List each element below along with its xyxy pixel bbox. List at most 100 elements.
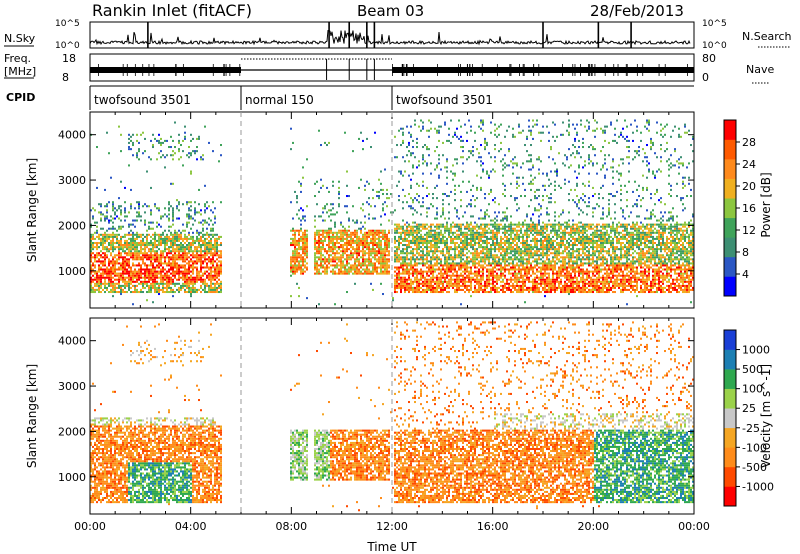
- heatmap-cell: [382, 248, 384, 251]
- heatmap-cell: [366, 266, 368, 269]
- heatmap-cell: [212, 262, 214, 265]
- heatmap-cell: [174, 264, 176, 267]
- heatmap-cell: [416, 231, 418, 234]
- heatmap-cell: [314, 237, 316, 240]
- heatmap-cell: [522, 182, 524, 185]
- heatmap-cell: [124, 260, 126, 263]
- heatmap-cell: [110, 291, 112, 294]
- heatmap-cell: [362, 252, 364, 255]
- heatmap-cell: [298, 286, 300, 289]
- heatmap-cell: [118, 227, 120, 230]
- heatmap-cell: [100, 282, 102, 285]
- heatmap-cell: [462, 274, 464, 277]
- heatmap-cell: [414, 276, 416, 279]
- heatmap-cell: [94, 254, 96, 257]
- heatmap-cell: [192, 288, 194, 291]
- heatmap-cell: [298, 242, 300, 245]
- heatmap-cell: [408, 270, 410, 273]
- heatmap-cell: [422, 239, 424, 242]
- heatmap-cell: [506, 225, 508, 228]
- heatmap-cell: [470, 239, 472, 242]
- heatmap-cell: [430, 282, 432, 285]
- heatmap-cell: [522, 162, 524, 165]
- heatmap-cell: [154, 266, 156, 269]
- heatmap-cell: [298, 295, 300, 298]
- heatmap-cell: [342, 244, 344, 247]
- heatmap-cell: [136, 215, 138, 218]
- heatmap-cell: [178, 276, 180, 279]
- heatmap-cell: [510, 233, 512, 236]
- heatmap-cell: [422, 162, 424, 165]
- heatmap-cell: [328, 242, 330, 245]
- heatmap-cell: [492, 280, 494, 283]
- heatmap-cell: [358, 252, 360, 255]
- heatmap-cell: [110, 215, 112, 218]
- heatmap-cell: [510, 160, 512, 163]
- heatmap-cell: [124, 244, 126, 247]
- heatmap-cell: [190, 266, 192, 269]
- heatmap-cell: [504, 248, 506, 251]
- heatmap-cell: [218, 235, 220, 238]
- heatmap-cell: [490, 268, 492, 271]
- heatmap-cell: [336, 258, 338, 261]
- heatmap-cell: [116, 291, 118, 294]
- heatmap-cell: [446, 223, 448, 226]
- heatmap-cell: [298, 268, 300, 271]
- heatmap-cell: [454, 246, 456, 249]
- heatmap-cell: [474, 262, 476, 265]
- heatmap-cell: [408, 262, 410, 265]
- heatmap-cell: [320, 239, 322, 242]
- heatmap-cell: [186, 203, 188, 206]
- heatmap-cell: [376, 237, 378, 240]
- heatmap-cell: [190, 215, 192, 218]
- heatmap-cell: [352, 237, 354, 240]
- heatmap-cell: [102, 288, 104, 291]
- heatmap-cell: [90, 239, 92, 242]
- heatmap-cell: [162, 266, 164, 269]
- heatmap-cell: [178, 148, 180, 151]
- heatmap-cell: [144, 244, 146, 247]
- power-heatmap-cells: [90, 119, 694, 306]
- heatmap-cell: [192, 264, 194, 267]
- heatmap-cell: [360, 250, 362, 253]
- heatmap-cell: [512, 135, 514, 138]
- heatmap-cell: [294, 250, 296, 253]
- heatmap-cell: [298, 239, 300, 242]
- heatmap-cell: [332, 237, 334, 240]
- heatmap-cell: [182, 260, 184, 263]
- heatmap-cell: [382, 258, 384, 261]
- heatmap-cell: [470, 268, 472, 271]
- heatmap-cell: [466, 262, 468, 265]
- heatmap-cell: [518, 246, 520, 249]
- heatmap-cell: [496, 237, 498, 240]
- heatmap-cell: [504, 195, 506, 198]
- heatmap-cell: [404, 160, 406, 163]
- heatmap-cell: [128, 262, 130, 265]
- heatmap-cell: [218, 270, 220, 273]
- heatmap-cell: [136, 154, 138, 157]
- heatmap-cell: [158, 284, 160, 287]
- heatmap-cell: [434, 291, 436, 294]
- heatmap-cell: [126, 246, 128, 249]
- heatmap-cell: [414, 270, 416, 273]
- heatmap-cell: [464, 268, 466, 271]
- heatmap-cell: [122, 248, 124, 251]
- heatmap-cell: [510, 280, 512, 283]
- heatmap-cell: [488, 174, 490, 177]
- heatmap-cell: [206, 201, 208, 204]
- heatmap-cell: [332, 184, 334, 187]
- heatmap-cell: [100, 266, 102, 269]
- heatmap-cell: [440, 168, 442, 171]
- heatmap-cell: [402, 237, 404, 240]
- heatmap-cell: [442, 268, 444, 271]
- heatmap-cell: [136, 139, 138, 142]
- heatmap-cell: [296, 264, 298, 267]
- heatmap-cell: [348, 272, 350, 275]
- heatmap-cell: [366, 268, 368, 271]
- heatmap-cell: [406, 284, 408, 287]
- heatmap-cell: [452, 225, 454, 228]
- heatmap-cell: [102, 213, 104, 216]
- heatmap-cell: [104, 239, 106, 242]
- heatmap-cell: [444, 278, 446, 281]
- heatmap-cell: [150, 213, 152, 216]
